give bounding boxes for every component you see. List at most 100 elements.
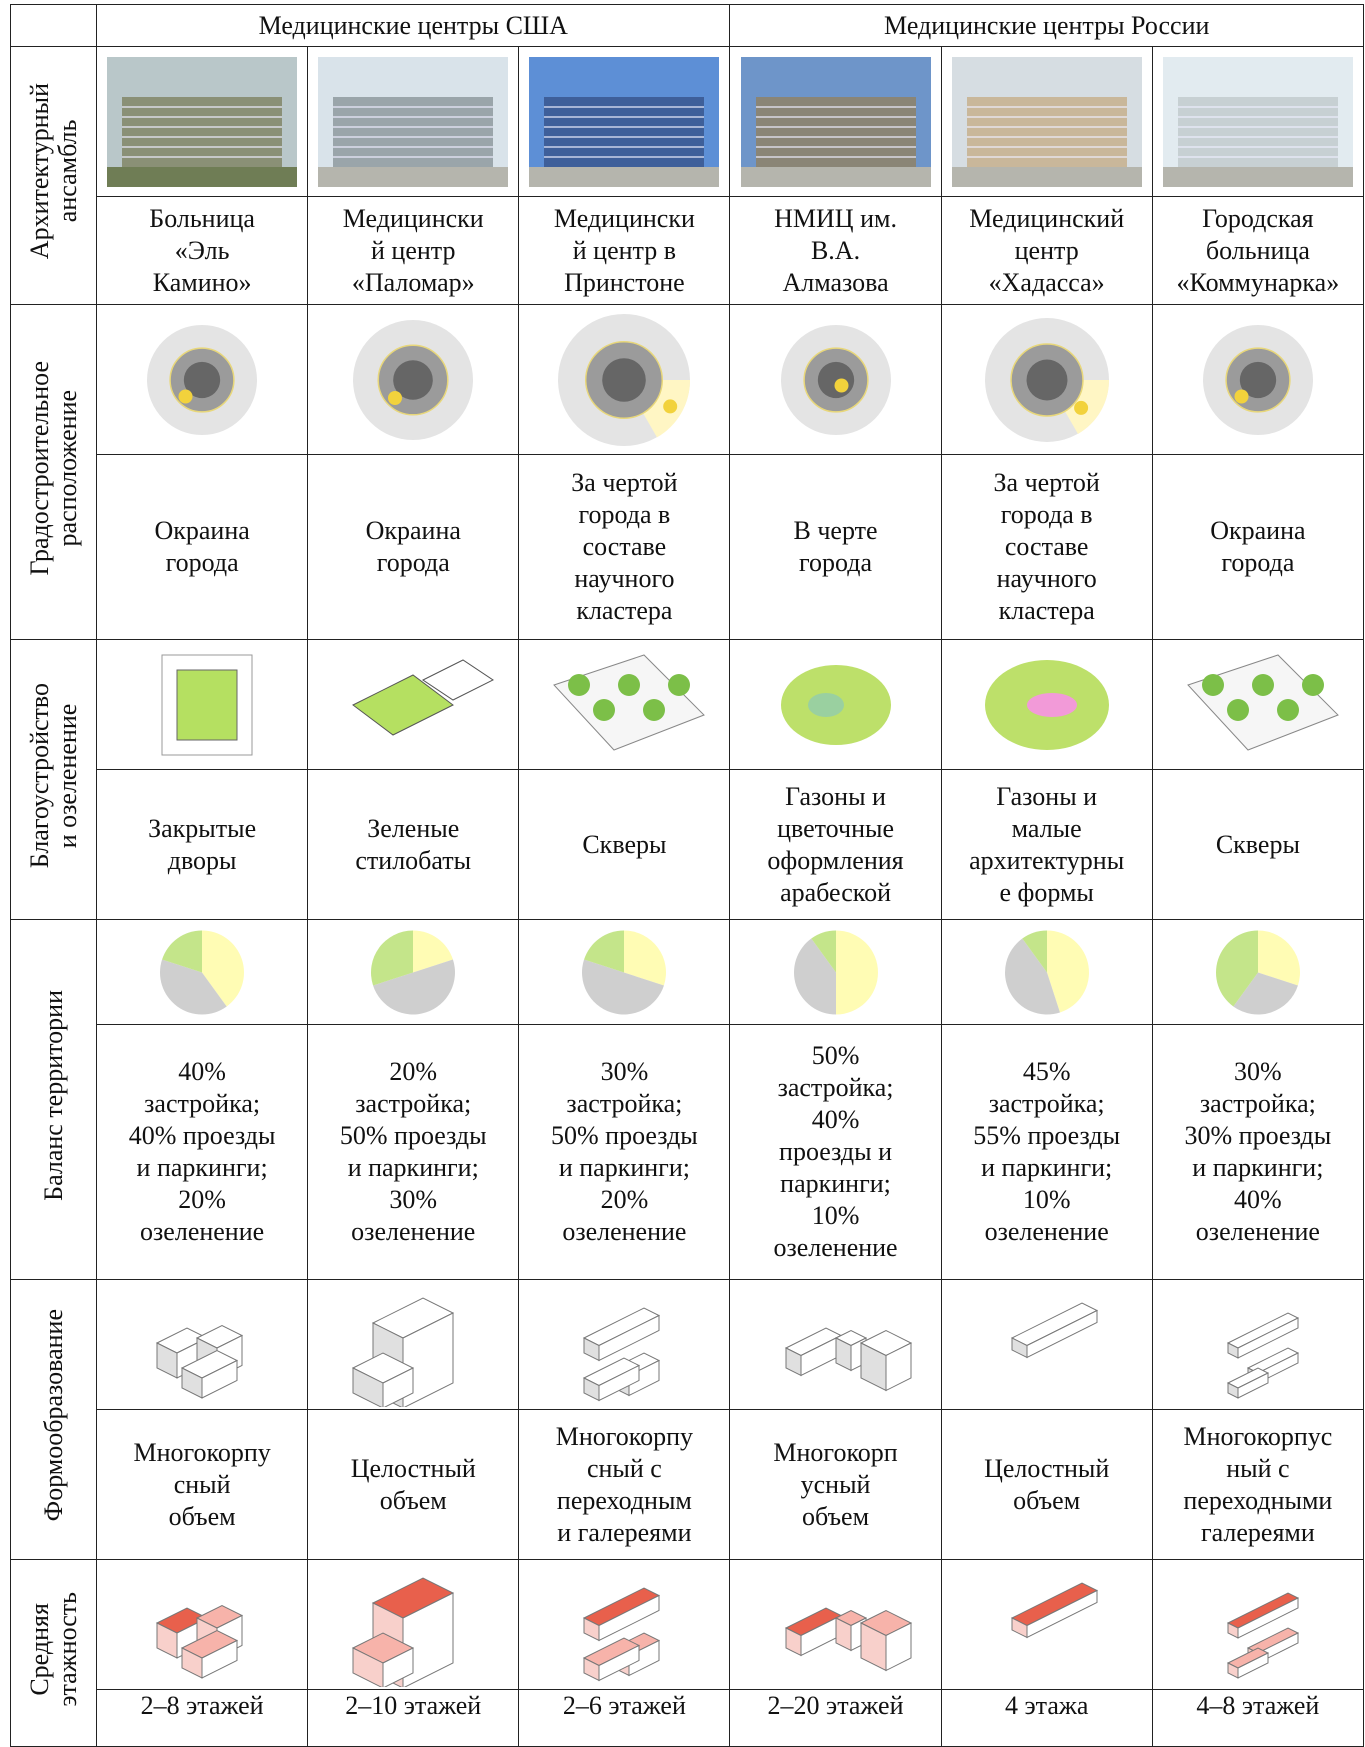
shape <box>1026 692 1077 717</box>
shape <box>318 166 509 187</box>
shape <box>107 166 298 187</box>
shape <box>966 96 1127 167</box>
row-label-text: Архитектурный ансамбль <box>24 83 82 260</box>
shape <box>1237 1651 1269 1679</box>
hospital-name: Медицинский центр «Хадасса» <box>940 196 1153 305</box>
row: Больница «Эль Камино» Медицински й центр … <box>11 196 1365 305</box>
shape <box>1237 1316 1299 1359</box>
cell-text: Многокорпу сный с переходным и галереями <box>518 1409 731 1560</box>
diagram <box>1226 1591 1299 1679</box>
diagram <box>1202 324 1313 435</box>
row: Градостроительное расположение <box>9 304 1365 640</box>
row-label: Архитектурный ансамбль <box>9 46 98 305</box>
shape <box>352 1646 384 1687</box>
shape <box>1004 938 1060 1014</box>
shape <box>618 673 641 696</box>
shape <box>1073 400 1088 415</box>
cell-text: Целостный объем <box>307 1409 520 1560</box>
photo-cell <box>1151 46 1365 197</box>
row-label-text: Формообразование <box>38 1309 68 1522</box>
shape <box>643 698 666 721</box>
cell-text: 45% застройка; 55% проезды и паркинги; 1… <box>940 1024 1153 1280</box>
row: Закрытые дворы Зеленые стилобаты Скверы Газ… <box>11 769 1365 920</box>
diagram <box>583 1586 661 1681</box>
shape <box>202 930 245 1006</box>
shape <box>201 1639 238 1679</box>
shape <box>1233 972 1298 1014</box>
shape <box>584 930 625 972</box>
row-label-text: Средняя этажность <box>24 1591 82 1707</box>
row-label: Формообразование <box>9 1279 98 1560</box>
diagram-cell <box>1151 639 1365 770</box>
photo <box>529 56 720 187</box>
shape <box>1021 930 1047 972</box>
cell-text: 2–6 этажей <box>518 1689 731 1747</box>
diagram <box>352 1296 455 1407</box>
cell-text: Скверы <box>518 769 731 920</box>
diagram <box>1215 930 1300 1014</box>
cell-text: 50% застройка; 40% проезды и паркинги; 1… <box>729 1024 942 1280</box>
diagram-cell <box>729 1279 942 1410</box>
diagram <box>780 324 891 435</box>
diagram-cell <box>940 1559 1153 1690</box>
photo <box>1162 56 1353 187</box>
hospital-name: Медицински й центр в Принстоне <box>518 196 731 305</box>
diagram-cell <box>940 919 1153 1025</box>
cell-text: Скверы <box>1151 769 1365 920</box>
cell-text: За чертой города в составе научного клас… <box>518 454 731 640</box>
photo <box>740 56 931 187</box>
group-header: Медицинские центры США <box>96 4 731 47</box>
shape <box>1251 673 1274 696</box>
diagram-cell <box>1151 919 1365 1025</box>
comparison-table: Медицинские центры США Медицинские центры… <box>9 4 1365 1747</box>
diagram-cell <box>96 1559 309 1690</box>
diagram-cell <box>307 304 520 455</box>
row: 40% застройка; 40% проезды и паркинги; 2… <box>11 1024 1365 1280</box>
diagram-cell <box>96 1279 309 1410</box>
shape <box>885 1621 912 1671</box>
corner <box>9 4 98 47</box>
shape <box>1239 361 1277 398</box>
shape <box>162 930 203 972</box>
diagram-cell <box>1151 1279 1365 1410</box>
shape <box>602 357 647 402</box>
shape <box>393 359 434 400</box>
shape <box>1234 389 1249 403</box>
shape <box>624 930 667 985</box>
cell-text: 40% застройка; 40% проезды и паркинги; 2… <box>96 1024 309 1280</box>
row-label-text: Градостроительное расположение <box>24 360 82 576</box>
shape <box>382 1646 414 1687</box>
shape <box>1257 930 1300 985</box>
shape <box>593 698 616 721</box>
diagram-cell <box>96 919 309 1025</box>
shape <box>740 166 931 187</box>
diagram <box>780 664 891 745</box>
photo-cell <box>940 46 1153 197</box>
shape <box>1237 1371 1269 1399</box>
shape <box>1162 166 1353 187</box>
row-label-text: Баланс территории <box>38 990 68 1201</box>
shape <box>122 96 283 167</box>
diagram-cell <box>307 1279 520 1410</box>
shape <box>1201 673 1224 696</box>
shape <box>834 378 849 392</box>
shape <box>1026 359 1068 400</box>
row: Баланс территории <box>9 919 1365 1280</box>
row-label: Средняя этажность <box>9 1559 98 1747</box>
diagram <box>984 317 1109 442</box>
diagram-cell <box>307 1559 520 1690</box>
cell-text: Окраина города <box>1151 454 1365 640</box>
cell-text: 30% застройка; 50% проезды и паркинги; 2… <box>518 1024 731 1280</box>
diagram-cell <box>96 639 309 770</box>
shape <box>176 669 238 740</box>
row: Многокорпу сный объем Целостный объем Мног… <box>11 1409 1365 1560</box>
photo <box>107 56 298 187</box>
diagram-cell <box>518 1559 731 1690</box>
row: Средняя этажность <box>9 1559 1365 1747</box>
photo-cell <box>729 46 942 197</box>
shape <box>1046 930 1089 1012</box>
shape <box>598 1594 660 1641</box>
cell-text: В черте города <box>729 454 942 640</box>
diagram <box>784 1326 912 1391</box>
